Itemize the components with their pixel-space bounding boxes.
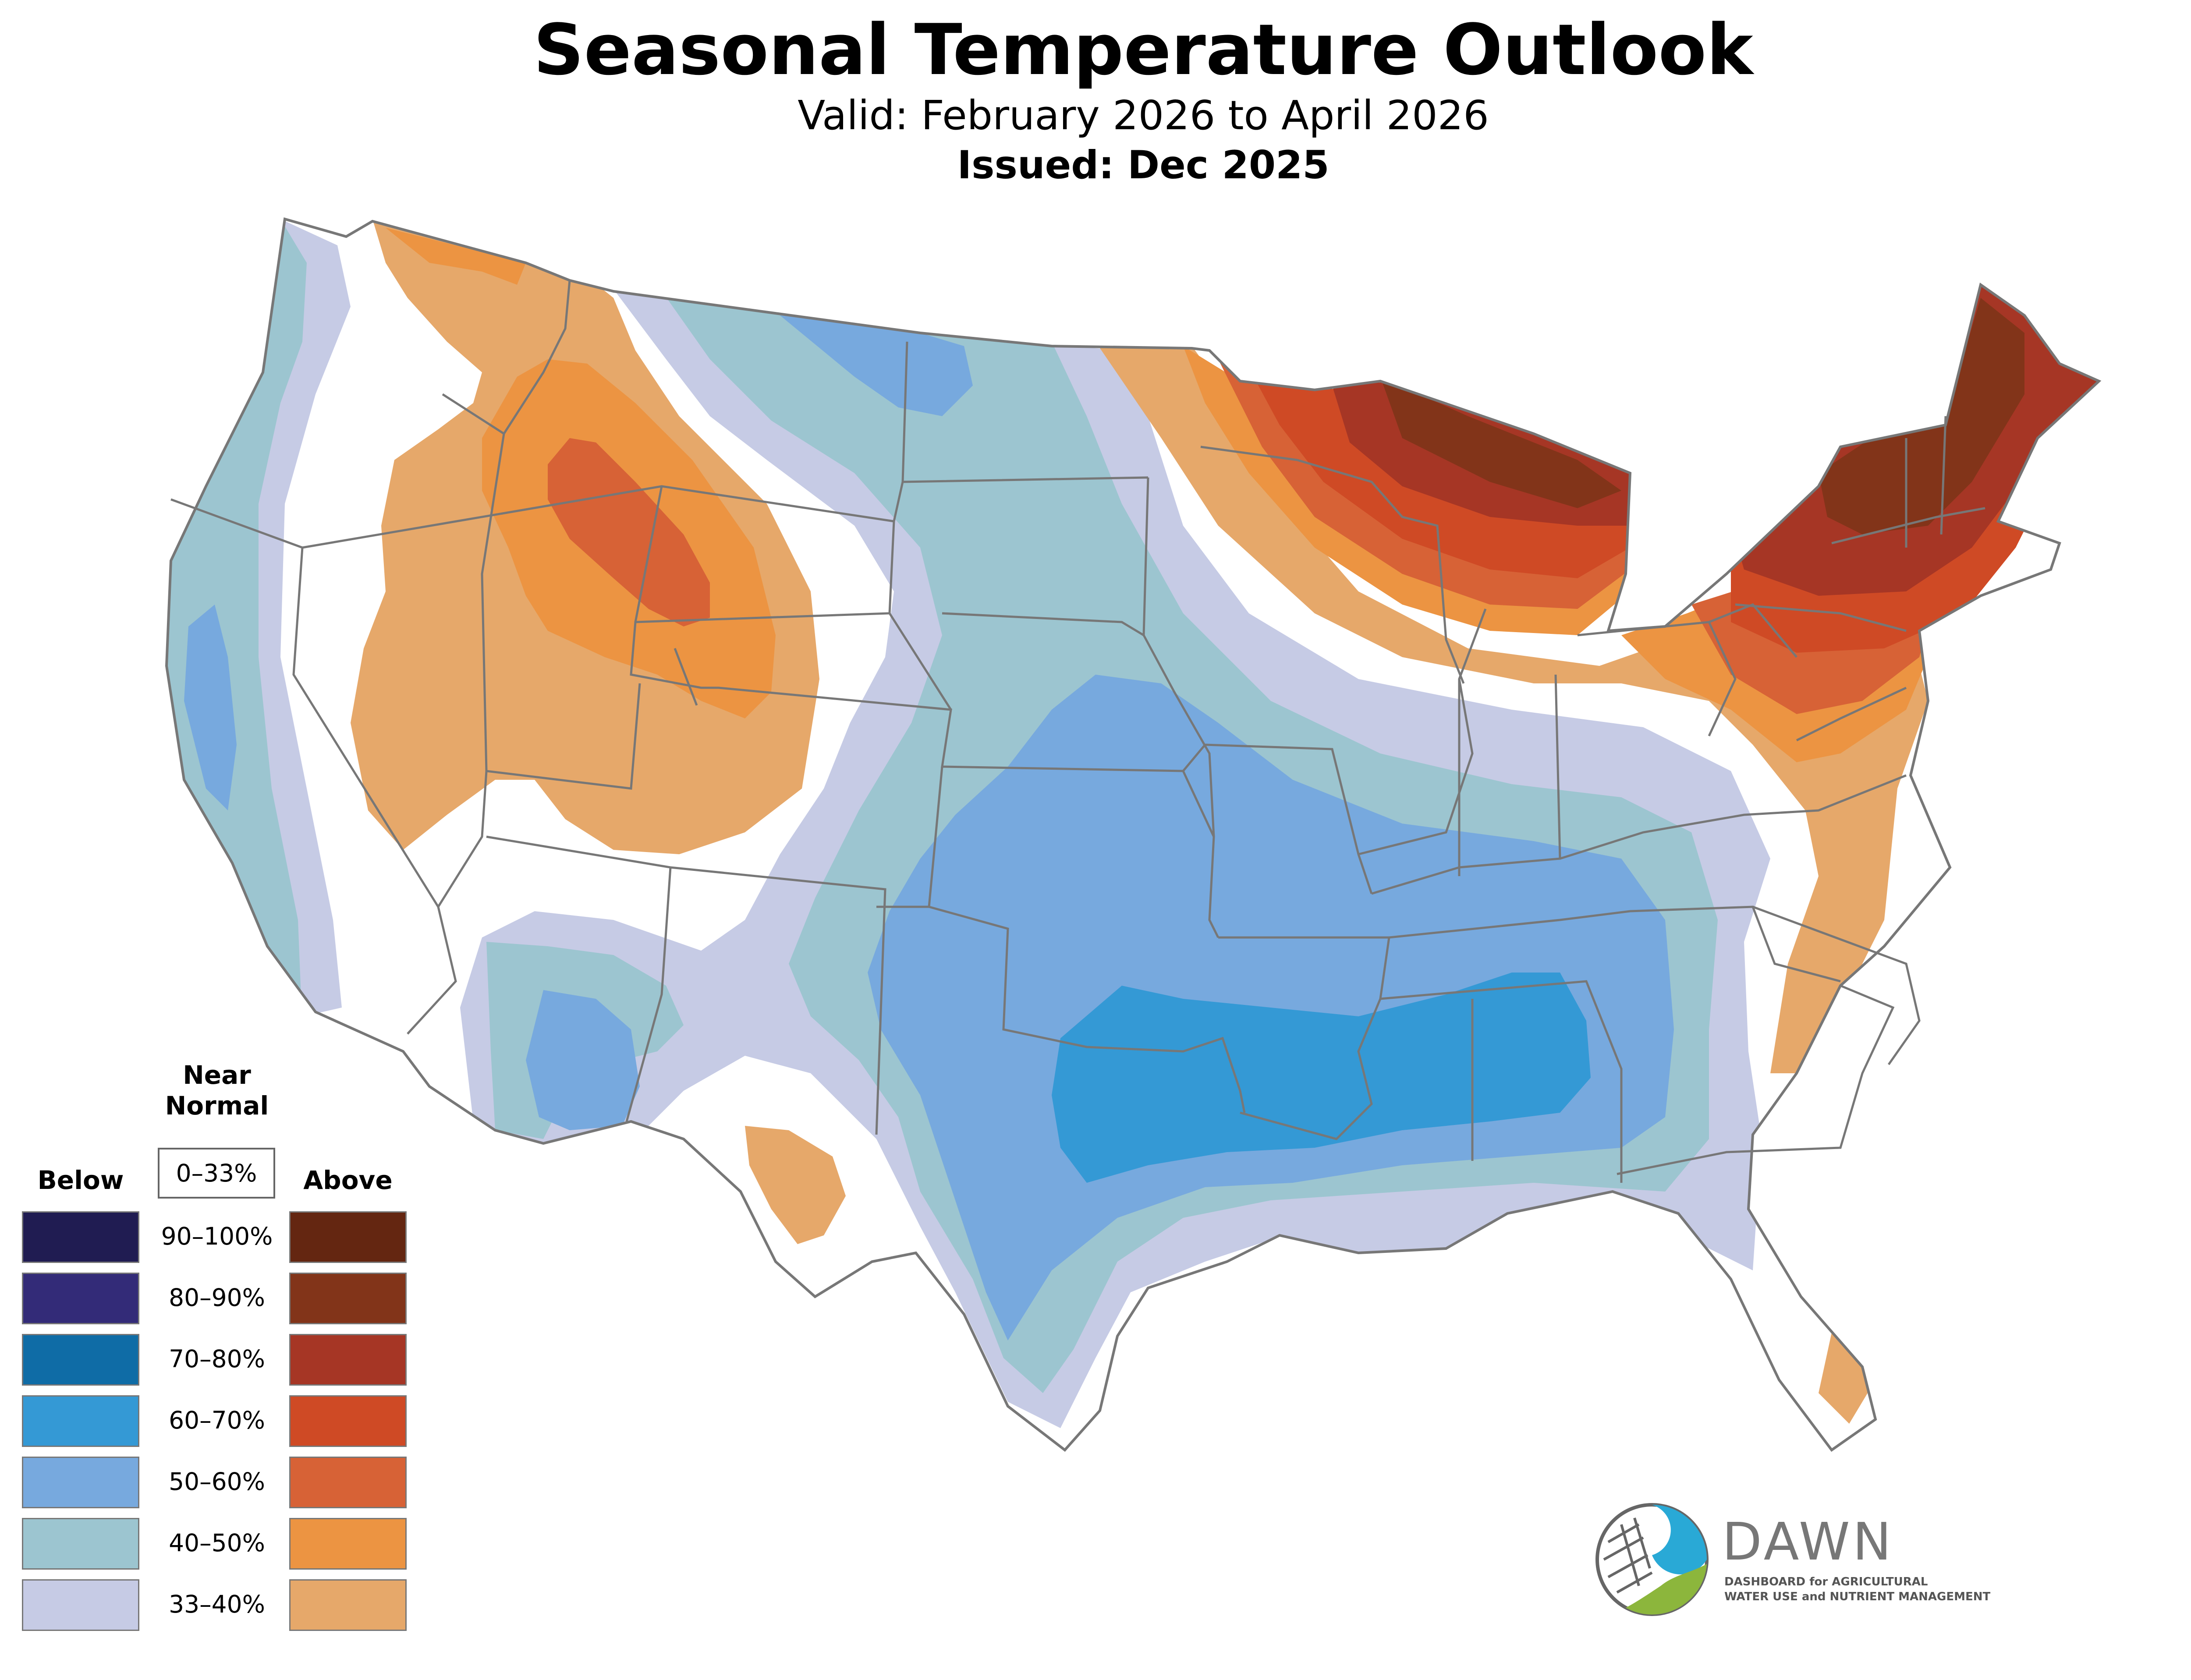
valid-period: Valid: February 2026 to April 2026 — [798, 92, 1489, 139]
region-above-80-90 — [1380, 298, 2024, 534]
legend-below-swatch — [22, 1211, 139, 1263]
dawn-logo: DAWN DASHBOARD for AGRICULTURAL WATER US… — [1591, 1498, 2029, 1630]
legend-above-swatch — [289, 1457, 407, 1508]
legend-near-normal-range: 0–33% — [158, 1148, 275, 1199]
legend-near-normal-line2: Normal — [165, 1091, 269, 1121]
dawn-logo-icon — [1595, 1503, 1709, 1616]
page-title: Seasonal Temperature Outlook — [533, 9, 1753, 91]
region-above-33-40 — [745, 1126, 846, 1244]
legend-range-label: 70–80% — [169, 1345, 265, 1373]
issued-date: Issued: Dec 2025 — [957, 142, 1329, 187]
dawn-logo-wordmark: DAWN — [1722, 1511, 1894, 1572]
legend-above-heading: Above — [303, 1165, 393, 1195]
legend-below-swatch — [22, 1334, 139, 1386]
legend-above-swatch — [289, 1518, 407, 1570]
legend-range-label: 60–70% — [169, 1406, 265, 1434]
legend-below-swatch — [22, 1395, 139, 1447]
legend-above-swatch — [289, 1334, 407, 1386]
state-borders — [170, 280, 1985, 1183]
region-below-60-70 — [1052, 973, 1591, 1183]
legend-range-label: 40–50% — [169, 1529, 265, 1557]
usa-outline — [165, 217, 2102, 1452]
legend-below-swatch — [22, 1273, 139, 1324]
legend-range-label: 33–40% — [169, 1590, 265, 1618]
legend-above-swatch — [289, 1395, 407, 1447]
legend-above-swatch — [289, 1211, 407, 1263]
dawn-logo-tagline: DASHBOARD for AGRICULTURAL — [1724, 1575, 1928, 1588]
legend-range-label: 90–100% — [161, 1222, 273, 1250]
legend-above-swatch — [289, 1579, 407, 1631]
dawn-logo-tagline: WATER USE and NUTRIENT MANAGEMENT — [1724, 1590, 1991, 1603]
legend-below-heading: Below — [37, 1165, 124, 1195]
legend: Near Normal 0–33% Below Above 90–100% 80… — [0, 0, 438, 1680]
legend-below-swatch — [22, 1579, 139, 1631]
legend-below-swatch — [22, 1518, 139, 1570]
region-below-50-60 — [184, 605, 237, 810]
region-above-50-60 — [548, 438, 710, 626]
legend-range-label: 50–60% — [169, 1468, 265, 1496]
legend-above-swatch — [289, 1273, 407, 1324]
legend-below-swatch — [22, 1457, 139, 1508]
legend-range-label: 80–90% — [169, 1284, 265, 1312]
legend-near-normal-line1: Near — [183, 1060, 251, 1090]
